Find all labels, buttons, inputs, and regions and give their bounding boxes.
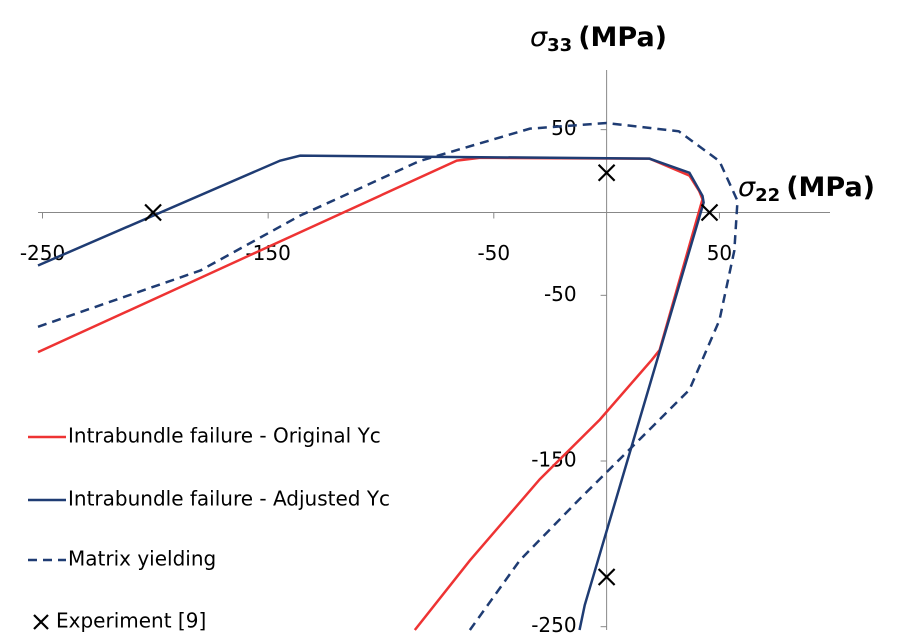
legend-label: Intrabundle failure - Adjusted Yc: [68, 487, 390, 511]
y-axis-label: σ33 (MPa): [530, 22, 667, 57]
y-tick-label: 50: [551, 116, 576, 140]
experiment-marker: [597, 568, 616, 586]
x-axis-label: σ22 (MPa): [738, 172, 875, 207]
legend-label: Intrabundle failure - Original Yc: [68, 424, 381, 448]
x-label-symbol: σ: [738, 172, 756, 203]
experiment-marker: [700, 203, 719, 222]
experiment-marker: [597, 163, 616, 182]
y-label-unit: (MPa): [578, 22, 667, 53]
y-tick-label: -250: [531, 613, 576, 637]
legend-label: Experiment [9]: [56, 609, 206, 633]
x-label-subscript: 22: [755, 185, 780, 206]
x-tick-label: -250: [20, 241, 65, 265]
series-line: [37, 121, 739, 631]
legend-label: Matrix yielding: [68, 547, 216, 571]
y-label-subscript: 33: [547, 35, 572, 56]
y-tick-label: -50: [544, 282, 577, 306]
x-tick-label: 50: [707, 241, 732, 265]
x-label-unit: (MPa): [786, 172, 875, 203]
experiment-marker: [144, 203, 162, 222]
series-line: [37, 154, 705, 631]
legend-symbol: [33, 614, 49, 630]
y-label-symbol: σ: [530, 22, 548, 53]
x-tick-label: -50: [477, 241, 510, 265]
